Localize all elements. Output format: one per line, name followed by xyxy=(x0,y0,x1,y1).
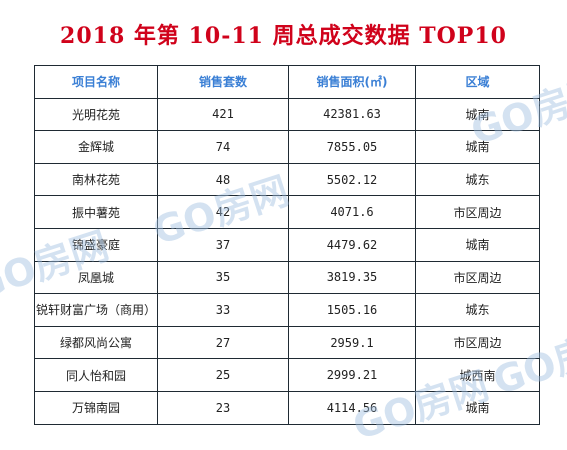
region-cell: 城南 xyxy=(415,390,540,425)
table-row: 万锦南园 23 4114.56 城南 xyxy=(34,390,540,425)
region-cell: 市区周边 xyxy=(415,195,540,229)
sales-units-cell: 27 xyxy=(157,325,289,360)
sales-area-cell: 1505.16 xyxy=(288,293,416,327)
project-name-cell: 绿都风尚公寓 xyxy=(34,325,158,360)
region-cell: 市区周边 xyxy=(415,260,540,295)
project-name-cell: 凤凰城 xyxy=(34,260,158,295)
sales-area-cell: 42381.63 xyxy=(288,97,416,132)
region-cell: 市区周边 xyxy=(415,325,540,360)
region-cell: 城东 xyxy=(415,293,540,327)
sales-units-cell: 35 xyxy=(157,260,289,295)
sales-area-cell: 2999.21 xyxy=(288,358,416,392)
header-project-name: 项目名称 xyxy=(34,65,158,99)
region-cell: 城南 xyxy=(415,227,540,262)
header-region: 区域 xyxy=(415,65,540,99)
sales-units-cell: 37 xyxy=(157,227,289,262)
sales-area-cell: 7855.05 xyxy=(288,130,416,164)
sales-units-cell: 74 xyxy=(157,130,289,164)
region-cell: 城南 xyxy=(415,130,540,164)
sales-units-cell: 48 xyxy=(157,162,289,197)
project-name-cell: 振中薯苑 xyxy=(34,195,158,229)
sales-units-cell: 33 xyxy=(157,293,289,327)
header-sales-area: 销售面积(㎡) xyxy=(288,65,416,99)
table-row: 锦盛豪庭 37 4479.62 城南 xyxy=(34,227,540,262)
header-sales-units: 销售套数 xyxy=(157,65,289,99)
page-title: 2018 年第 10-11 周总成交数据 TOP10 xyxy=(60,23,507,49)
sales-area-cell: 4114.56 xyxy=(288,390,416,425)
table-row: 锐轩财富广场（商用） 33 1505.16 城东 xyxy=(34,293,540,327)
table-row: 绿都风尚公寓 27 2959.1 市区周边 xyxy=(34,325,540,360)
sales-area-cell: 4479.62 xyxy=(288,227,416,262)
sales-units-cell: 42 xyxy=(157,195,289,229)
sales-area-cell: 4071.6 xyxy=(288,195,416,229)
project-name-cell: 锐轩财富广场（商用） xyxy=(34,293,158,327)
table-row: 凤凰城 35 3819.35 市区周边 xyxy=(34,260,540,295)
table-row: 光明花苑 421 42381.63 城南 xyxy=(34,97,540,132)
sales-area-cell: 2959.1 xyxy=(288,325,416,360)
project-name-cell: 锦盛豪庭 xyxy=(34,227,158,262)
table-row: 金辉城 74 7855.05 城南 xyxy=(34,130,540,164)
region-cell: 城南 xyxy=(415,97,540,132)
sales-units-cell: 23 xyxy=(157,390,289,425)
sales-units-cell: 421 xyxy=(157,97,289,132)
project-name-cell: 光明花苑 xyxy=(34,97,158,132)
project-name-cell: 万锦南园 xyxy=(34,390,158,425)
sales-area-cell: 5502.12 xyxy=(288,162,416,197)
table-row: 振中薯苑 42 4071.6 市区周边 xyxy=(34,195,540,229)
table-row: 南林花苑 48 5502.12 城东 xyxy=(34,162,540,197)
project-name-cell: 南林花苑 xyxy=(34,162,158,197)
project-name-cell: 金辉城 xyxy=(34,130,158,164)
region-cell: 城西南 xyxy=(415,358,540,392)
sales-area-cell: 3819.35 xyxy=(288,260,416,295)
table-row: 同人怡和园 25 2999.21 城西南 xyxy=(34,358,540,392)
table-header-row: 项目名称 销售套数 销售面积(㎡) 区域 xyxy=(34,65,540,99)
sales-table: 项目名称 销售套数 销售面积(㎡) 区域 光明花苑 421 42381.63 城南 金辉… xyxy=(34,65,540,425)
sales-units-cell: 25 xyxy=(157,358,289,392)
project-name-cell: 同人怡和园 xyxy=(34,358,158,392)
region-cell: 城东 xyxy=(415,162,540,197)
